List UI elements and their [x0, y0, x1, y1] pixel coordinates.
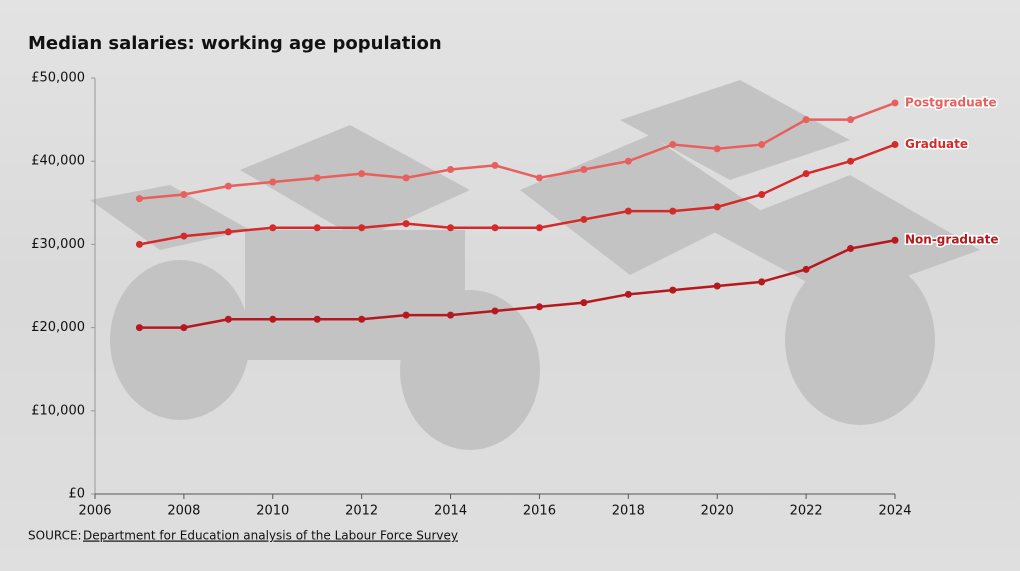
- data-point: [802, 170, 810, 178]
- data-point: [847, 245, 855, 253]
- data-point: [447, 311, 455, 319]
- data-point: [847, 157, 855, 165]
- data-point: [491, 307, 499, 315]
- data-point: [713, 282, 721, 290]
- data-point: [847, 116, 855, 124]
- data-point: [491, 224, 499, 232]
- y-tick-label: £0: [68, 487, 85, 502]
- data-point: [180, 324, 188, 332]
- data-point: [224, 315, 232, 323]
- x-tick-label: 2024: [878, 504, 911, 519]
- source-link[interactable]: Department for Education analysis of the…: [83, 529, 458, 543]
- data-point: [624, 207, 632, 215]
- data-point: [135, 195, 143, 203]
- data-point: [224, 182, 232, 190]
- data-point: [580, 299, 588, 307]
- x-tick-label: 2006: [78, 504, 111, 519]
- series-line: [139, 239, 896, 329]
- data-point: [535, 303, 543, 311]
- y-tick-label: £10,000: [31, 403, 85, 418]
- data-point: [224, 228, 232, 236]
- y-tick-label: £20,000: [31, 320, 85, 335]
- x-tick-label: 2008: [167, 504, 200, 519]
- data-point: [758, 278, 766, 286]
- x-tick-label: 2020: [701, 504, 734, 519]
- data-point: [180, 232, 188, 240]
- data-point: [802, 265, 810, 273]
- data-point: [402, 174, 410, 182]
- data-point: [180, 190, 188, 198]
- data-point: [713, 203, 721, 211]
- data-point: [402, 220, 410, 228]
- data-point: [758, 141, 766, 149]
- data-point: [535, 174, 543, 182]
- data-point: [269, 224, 277, 232]
- series-label: Non-graduate: [905, 233, 999, 247]
- data-point: [135, 240, 143, 248]
- series-label: Postgraduate: [905, 95, 997, 109]
- series-line: [139, 143, 896, 246]
- data-point: [313, 174, 321, 182]
- data-point: [713, 145, 721, 153]
- y-tick-label: £40,000: [31, 154, 85, 169]
- data-point: [358, 315, 366, 323]
- data-point: [313, 224, 321, 232]
- x-tick-label: 2022: [790, 504, 823, 519]
- data-point: [358, 224, 366, 232]
- data-point: [402, 311, 410, 319]
- y-tick-label: £30,000: [31, 237, 85, 252]
- data-point: [269, 315, 277, 323]
- data-point: [891, 99, 899, 107]
- x-tick-label: 2018: [612, 504, 645, 519]
- data-point: [669, 286, 677, 294]
- data-point: [624, 290, 632, 298]
- data-point: [447, 224, 455, 232]
- x-tick-label: 2016: [523, 504, 556, 519]
- x-tick-label: 2014: [434, 504, 467, 519]
- data-point: [447, 166, 455, 174]
- data-point: [891, 141, 899, 149]
- series-label: Graduate: [905, 137, 968, 151]
- data-point: [313, 315, 321, 323]
- x-tick-label: 2012: [345, 504, 378, 519]
- data-point: [580, 166, 588, 174]
- data-point: [891, 236, 899, 244]
- series-line: [139, 101, 896, 200]
- data-point: [580, 215, 588, 223]
- data-point: [491, 161, 499, 169]
- chart-title: Median salaries: working age population: [28, 33, 442, 54]
- y-tick-label: £50,000: [31, 71, 85, 86]
- data-point: [802, 116, 810, 124]
- data-point: [358, 170, 366, 178]
- source-label: SOURCE:: [28, 529, 82, 543]
- data-point: [269, 178, 277, 186]
- data-point: [669, 141, 677, 149]
- data-point: [135, 324, 143, 332]
- data-point: [624, 157, 632, 165]
- data-point: [758, 190, 766, 198]
- data-point: [669, 207, 677, 215]
- data-point: [535, 224, 543, 232]
- x-tick-label: 2010: [256, 504, 289, 519]
